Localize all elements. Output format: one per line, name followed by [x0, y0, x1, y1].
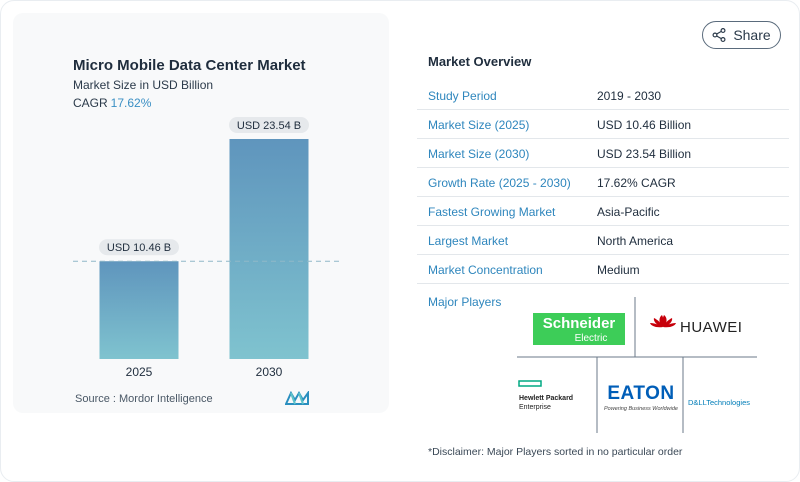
dell-technologies-logo: D&LLTechnologies: [688, 398, 750, 407]
overview-value: Asia-Pacific: [597, 205, 660, 219]
overview-row: Growth Rate (2025 - 2030) 17.62% CAGR: [417, 168, 789, 197]
overview-row: Market Size (2030) USD 23.54 Billion: [417, 139, 789, 168]
hpe-line2: Enterprise: [519, 404, 551, 411]
bar-2030: [229, 139, 309, 359]
overview-key: Market Concentration: [428, 263, 543, 277]
huawei-text: HUAWEI: [680, 319, 742, 336]
overview-value: USD 23.54 Billion: [597, 147, 692, 161]
chart-subtitle: Market Size in USD Billion: [73, 78, 214, 92]
eaton-logo: EATON Powering Business Worldwide: [604, 383, 678, 412]
hpe-line1: Hewlett Packard: [519, 395, 573, 402]
overview-value: 17.62% CAGR: [597, 176, 676, 190]
cagr-line: CAGR 17.62%: [73, 96, 151, 110]
disclaimer-text: *Disclaimer: Major Players sorted in no …: [428, 446, 683, 458]
value-label-bg: [99, 239, 179, 256]
overview-key: Study Period: [428, 89, 497, 103]
overview-key: Growth Rate (2025 - 2030): [428, 176, 571, 190]
category-label: 2025: [126, 365, 153, 379]
share-button[interactable]: Share: [702, 21, 781, 49]
category-label: 2030: [256, 365, 283, 379]
schneider-electric-logo: Schneider Electric: [533, 313, 625, 345]
cagr-value: 17.62%: [110, 96, 152, 110]
overview-row: Market Concentration Medium: [417, 255, 789, 284]
overview-value: Medium: [597, 263, 640, 277]
bar-chart: USD 10.46 B 2025 USD 23.54 B 2030: [73, 117, 339, 379]
huawei-logo: HUAWEI: [650, 315, 742, 336]
major-players-logos: Schneider Electric HUAWEI Hewlett Packar…: [517, 297, 757, 433]
bar-2025: [99, 261, 179, 359]
share-icon: [712, 28, 726, 42]
overview-value: USD 10.46 Billion: [597, 118, 692, 132]
overview-title: Market Overview: [428, 54, 532, 69]
overview-table: Study Period 2019 - 2030 Market Size (20…: [417, 81, 789, 284]
overview-key: Market Size (2025): [428, 118, 530, 132]
share-label: Share: [733, 27, 771, 43]
major-players-label: Major Players: [428, 295, 502, 309]
chart-title: Micro Mobile Data Center Market: [73, 57, 306, 74]
huawei-flower-icon: [650, 315, 676, 328]
overview-row: Market Size (2025) USD 10.46 Billion: [417, 110, 789, 139]
cagr-label: CAGR: [73, 96, 108, 110]
overview-key: Largest Market: [428, 234, 509, 248]
source-text: Source : Mordor Intelligence: [75, 393, 213, 405]
mordor-logo-icon: [285, 391, 309, 405]
chart-card: USD 10.46 B 2025 USD 23.54 B 2030 Micro Mob…: [13, 13, 389, 413]
eaton-text: EATON: [607, 383, 674, 404]
schneider-line2: Electric: [575, 333, 608, 344]
eaton-tagline: Powering Business Worldwide: [604, 406, 678, 412]
overview-row: Fastest Growing Market Asia-Pacific: [417, 197, 789, 226]
dell-text: D&LLTechnologies: [688, 398, 750, 407]
hpe-logo: Hewlett Packard Enterprise: [518, 380, 573, 411]
overview-key: Fastest Growing Market: [428, 205, 556, 219]
overview-key: Market Size (2030): [428, 147, 530, 161]
overview-value: 2019 - 2030: [597, 89, 662, 103]
overview-row: Largest Market North America: [417, 226, 789, 255]
value-label: USD 10.46 B: [107, 242, 171, 254]
schneider-line1: Schneider: [543, 315, 616, 332]
overview-value: North America: [597, 234, 674, 248]
value-label-bg: [229, 117, 309, 133]
value-label: USD 23.54 B: [237, 120, 301, 132]
overview-row: Study Period 2019 - 2030: [417, 81, 789, 110]
